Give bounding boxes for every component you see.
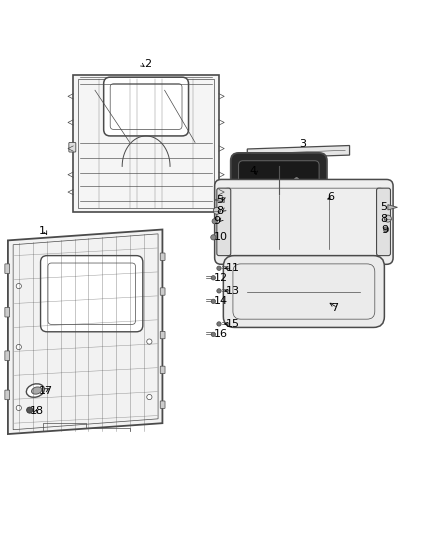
Circle shape — [213, 207, 220, 214]
FancyBboxPatch shape — [223, 256, 385, 327]
FancyBboxPatch shape — [215, 180, 393, 264]
Text: 5: 5 — [216, 195, 223, 205]
Circle shape — [147, 394, 152, 400]
Circle shape — [147, 339, 152, 344]
Circle shape — [217, 322, 221, 326]
Polygon shape — [8, 230, 162, 434]
FancyBboxPatch shape — [160, 288, 165, 295]
FancyBboxPatch shape — [5, 390, 10, 400]
FancyBboxPatch shape — [160, 253, 165, 261]
FancyBboxPatch shape — [5, 351, 10, 360]
Text: 9: 9 — [381, 224, 388, 235]
FancyBboxPatch shape — [73, 75, 219, 212]
Polygon shape — [215, 197, 224, 203]
Text: 1: 1 — [39, 226, 46, 236]
Circle shape — [217, 266, 221, 270]
FancyBboxPatch shape — [5, 264, 10, 273]
Text: 2: 2 — [144, 59, 151, 69]
Text: 7: 7 — [331, 303, 339, 313]
Polygon shape — [247, 146, 350, 158]
FancyBboxPatch shape — [231, 153, 327, 207]
Text: 8: 8 — [216, 206, 223, 216]
Circle shape — [217, 289, 221, 293]
Text: 13: 13 — [226, 286, 240, 296]
Circle shape — [211, 332, 215, 336]
FancyBboxPatch shape — [377, 188, 391, 256]
Text: 4: 4 — [250, 166, 257, 176]
FancyBboxPatch shape — [41, 256, 143, 332]
FancyBboxPatch shape — [160, 401, 165, 408]
Circle shape — [294, 177, 299, 182]
Text: 16: 16 — [213, 329, 227, 340]
Text: 11: 11 — [226, 263, 240, 273]
Circle shape — [384, 227, 389, 232]
Text: 15: 15 — [226, 319, 240, 329]
FancyBboxPatch shape — [110, 84, 182, 130]
FancyBboxPatch shape — [5, 308, 10, 317]
Text: 5: 5 — [380, 203, 387, 212]
Ellipse shape — [32, 387, 42, 394]
Text: 17: 17 — [39, 385, 53, 395]
Text: 12: 12 — [213, 273, 227, 283]
Circle shape — [385, 215, 391, 222]
FancyBboxPatch shape — [160, 332, 165, 339]
Text: 10: 10 — [213, 232, 227, 243]
FancyBboxPatch shape — [217, 188, 231, 256]
Circle shape — [16, 405, 21, 410]
Ellipse shape — [26, 384, 44, 397]
FancyBboxPatch shape — [239, 161, 319, 199]
Polygon shape — [388, 205, 397, 210]
Circle shape — [211, 235, 216, 240]
FancyBboxPatch shape — [69, 142, 76, 152]
Text: 18: 18 — [30, 406, 44, 416]
FancyBboxPatch shape — [48, 263, 135, 325]
Text: 8: 8 — [380, 214, 387, 224]
Circle shape — [27, 407, 33, 413]
Circle shape — [211, 276, 215, 280]
Circle shape — [16, 284, 21, 289]
Circle shape — [16, 344, 21, 350]
Circle shape — [212, 219, 217, 224]
Text: 14: 14 — [213, 296, 227, 306]
Text: 3: 3 — [300, 139, 307, 149]
FancyBboxPatch shape — [160, 366, 165, 374]
Circle shape — [211, 299, 215, 303]
FancyBboxPatch shape — [104, 77, 188, 136]
Text: 9: 9 — [213, 216, 220, 226]
Text: 6: 6 — [327, 192, 334, 202]
